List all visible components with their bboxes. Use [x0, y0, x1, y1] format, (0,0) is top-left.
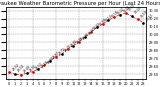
Text: 30.18: 30.18 — [111, 10, 120, 19]
Text: 30.03: 30.03 — [93, 22, 102, 31]
Text: 30.22: 30.22 — [116, 7, 125, 16]
Text: 30.15: 30.15 — [146, 13, 155, 21]
Text: 29.53: 29.53 — [35, 62, 44, 71]
Title: Milwaukee Weather Barometric Pressure per Hour (Last 24 Hours): Milwaukee Weather Barometric Pressure pe… — [0, 1, 160, 6]
Text: 29.75: 29.75 — [64, 44, 73, 53]
Text: 29.56: 29.56 — [40, 59, 50, 68]
Text: 30.27: 30.27 — [128, 3, 137, 12]
Text: 29.49: 29.49 — [23, 65, 32, 74]
Text: 29.67: 29.67 — [52, 51, 61, 60]
Text: 29.61: 29.61 — [46, 55, 55, 64]
Text: 30.13: 30.13 — [105, 14, 114, 23]
Text: 30.23: 30.23 — [134, 6, 143, 15]
Text: 29.82: 29.82 — [70, 39, 79, 48]
Text: 29.86: 29.86 — [76, 35, 84, 44]
Text: 30.19: 30.19 — [140, 9, 149, 18]
Text: 29.51: 29.51 — [29, 63, 38, 72]
Text: 29.52: 29.52 — [11, 62, 20, 71]
Text: 30.25: 30.25 — [122, 5, 131, 14]
Text: 29.50: 29.50 — [17, 64, 26, 73]
Text: 29.72: 29.72 — [58, 47, 67, 56]
Text: 29.91: 29.91 — [81, 31, 90, 41]
Text: 29.97: 29.97 — [87, 27, 96, 36]
Text: 30.09: 30.09 — [99, 17, 108, 26]
